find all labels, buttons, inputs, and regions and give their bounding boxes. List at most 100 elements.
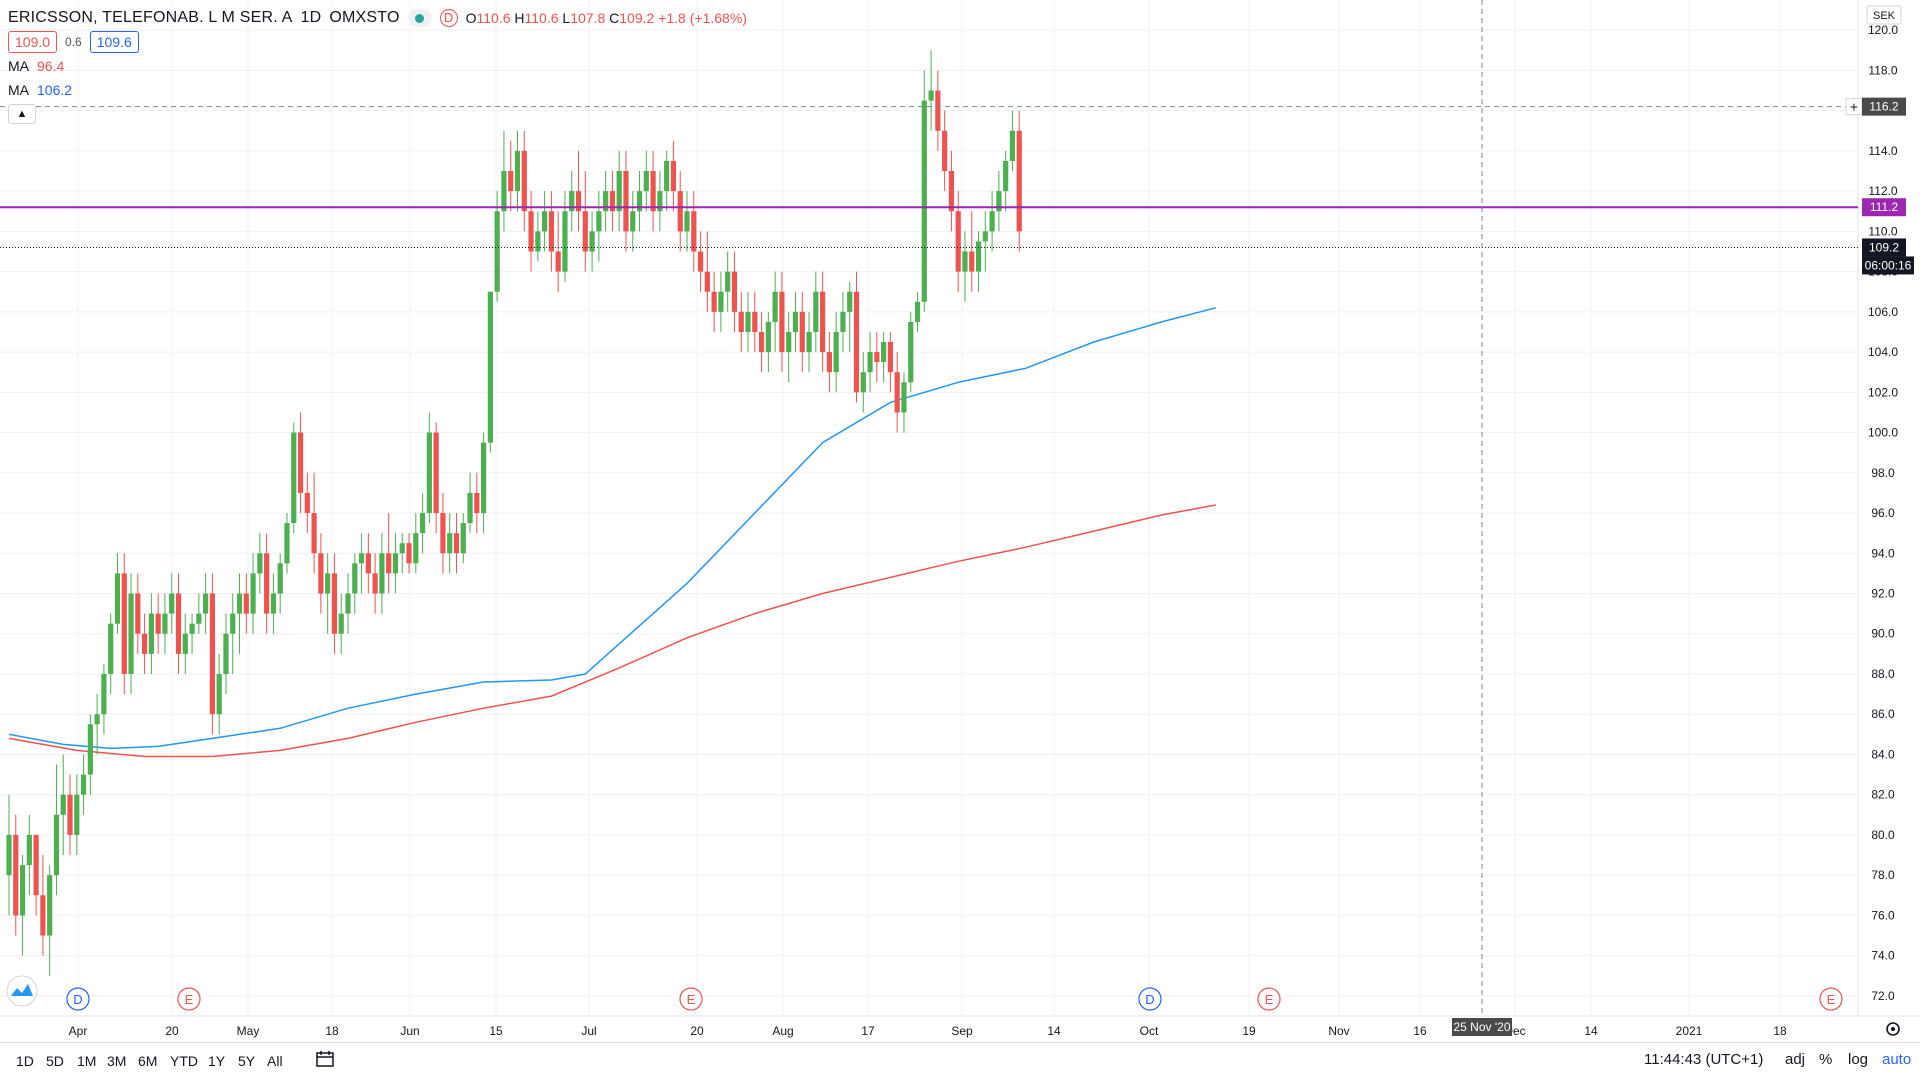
logo-icon[interactable] bbox=[6, 975, 38, 1007]
candle-body bbox=[481, 442, 487, 514]
candle-body bbox=[806, 331, 812, 353]
range-ytd[interactable]: YTD bbox=[170, 1053, 198, 1069]
price-axis-label-box bbox=[1862, 238, 1906, 257]
candle bbox=[128, 573, 134, 695]
candle-body bbox=[108, 623, 114, 674]
low-label: L bbox=[562, 10, 571, 26]
range-5d[interactable]: 5D bbox=[46, 1053, 64, 1069]
event-marker-earnings[interactable]: E bbox=[1819, 987, 1843, 1011]
candle-body bbox=[209, 593, 215, 715]
candle-body bbox=[433, 432, 439, 514]
candle bbox=[406, 533, 412, 574]
candle-body bbox=[47, 875, 53, 936]
low-value: 107.8 bbox=[570, 10, 606, 26]
candle bbox=[433, 422, 439, 534]
candle bbox=[677, 171, 683, 252]
date-range-icon[interactable] bbox=[316, 1051, 334, 1071]
candle bbox=[616, 150, 622, 232]
clock-display[interactable]: 11:44:43 (UTC+1) bbox=[1644, 1051, 1764, 1068]
range-6m[interactable]: 6M bbox=[138, 1053, 158, 1069]
symbol-name[interactable]: ERICSSON, TELEFONAB. L M SER. A bbox=[8, 9, 293, 26]
price-axis-label: 109.2 bbox=[1862, 238, 1906, 257]
candle bbox=[786, 311, 792, 383]
ask-button[interactable]: 109.6 bbox=[89, 31, 139, 53]
event-marker-dividend[interactable]: D bbox=[66, 987, 90, 1011]
gear-center bbox=[1891, 1027, 1895, 1031]
price-chart[interactable]: 72.0 74.0 76.0 78.0 80.0 82.0 84.0 86.0 88.0 90.0… bbox=[0, 0, 1920, 1042]
percent-toggle[interactable]: % bbox=[1819, 1051, 1833, 1068]
auto-toggle[interactable]: auto bbox=[1882, 1051, 1912, 1068]
y-tick-label: 82.0 bbox=[1871, 788, 1895, 802]
y-tick-label: 74.0 bbox=[1871, 949, 1895, 963]
x-tick-label: Oct bbox=[1140, 1024, 1159, 1038]
candle-body bbox=[487, 291, 493, 443]
candle-body bbox=[135, 593, 141, 634]
candle bbox=[264, 533, 270, 634]
candle bbox=[345, 573, 351, 634]
candle-body bbox=[928, 90, 934, 101]
range-3m[interactable]: 3M bbox=[107, 1053, 127, 1069]
symbol-interval[interactable]: 1D bbox=[300, 9, 322, 26]
candle-body bbox=[908, 321, 914, 383]
candle-body bbox=[969, 251, 975, 272]
candle bbox=[270, 573, 277, 634]
candle-body bbox=[508, 171, 514, 192]
candle-body bbox=[1003, 160, 1009, 192]
candle-body bbox=[609, 191, 616, 212]
candle-body bbox=[820, 291, 826, 353]
candle-body bbox=[196, 613, 202, 624]
candle-body bbox=[1016, 130, 1022, 232]
indicator-row[interactable]: MA 96.4 bbox=[8, 54, 747, 78]
event-marker-earnings[interactable]: E bbox=[177, 987, 201, 1011]
candle-body bbox=[738, 311, 744, 332]
countdown-label: 06:00:16 bbox=[1862, 256, 1914, 275]
range-1d[interactable]: 1D bbox=[16, 1053, 34, 1069]
candle-body bbox=[623, 171, 629, 232]
candle-body bbox=[148, 613, 154, 654]
log-toggle[interactable]: log bbox=[1848, 1051, 1869, 1068]
candle-body bbox=[114, 573, 121, 624]
chevron-up-icon[interactable]: ▲ bbox=[8, 104, 36, 124]
gear-icon[interactable] bbox=[1886, 1022, 1900, 1036]
x-tick-label: 14 bbox=[1584, 1024, 1598, 1038]
event-marker-label: E bbox=[1265, 992, 1274, 1007]
range-5y[interactable]: 5Y bbox=[238, 1053, 256, 1069]
candle-body bbox=[718, 291, 724, 312]
range-all[interactable]: All bbox=[267, 1053, 283, 1069]
candle-body bbox=[419, 513, 426, 534]
candle-body bbox=[996, 191, 1002, 212]
y-tick-label: 86.0 bbox=[1871, 707, 1895, 721]
candle bbox=[528, 191, 534, 272]
candle-body bbox=[318, 553, 324, 594]
market-status-icon[interactable] bbox=[407, 9, 432, 27]
candle-body bbox=[230, 613, 236, 634]
candle bbox=[535, 211, 541, 262]
candle-body bbox=[297, 432, 304, 493]
event-marker-earnings[interactable]: E bbox=[1257, 987, 1281, 1011]
candle bbox=[901, 372, 907, 433]
candle-body bbox=[128, 593, 134, 674]
candle-body bbox=[881, 342, 887, 363]
event-marker-earnings[interactable]: E bbox=[679, 987, 703, 1011]
candle bbox=[826, 331, 832, 393]
indicator-row[interactable]: MA 106.2 bbox=[8, 78, 747, 102]
candle-body bbox=[236, 593, 243, 614]
candle-body bbox=[216, 673, 222, 715]
candle-body bbox=[284, 523, 290, 564]
data-badge[interactable]: D bbox=[439, 9, 458, 27]
candle-body bbox=[670, 160, 677, 192]
candle bbox=[60, 754, 66, 856]
bid-button[interactable]: 109.0 bbox=[8, 31, 58, 53]
candle bbox=[860, 352, 866, 413]
candle bbox=[779, 271, 785, 373]
candle bbox=[813, 271, 819, 353]
candle-body bbox=[379, 553, 385, 594]
candle bbox=[189, 613, 195, 654]
candle bbox=[806, 311, 812, 373]
range-1y[interactable]: 1Y bbox=[208, 1053, 226, 1069]
range-1m[interactable]: 1M bbox=[77, 1053, 97, 1069]
event-marker-dividend[interactable]: D bbox=[1138, 987, 1162, 1011]
candle-body bbox=[264, 553, 270, 614]
adj-toggle[interactable]: adj bbox=[1785, 1051, 1806, 1068]
candle-body bbox=[548, 211, 554, 252]
